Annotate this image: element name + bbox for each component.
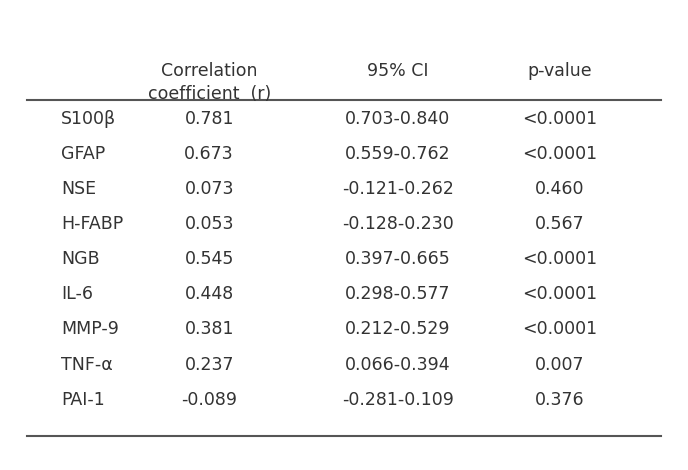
Text: <0.0001: <0.0001	[522, 250, 597, 268]
Text: 0.066-0.394: 0.066-0.394	[345, 355, 451, 374]
Text: 0.397-0.665: 0.397-0.665	[345, 250, 451, 268]
Text: 0.212-0.529: 0.212-0.529	[345, 321, 451, 338]
Text: NGB: NGB	[61, 250, 100, 268]
Text: 0.567: 0.567	[535, 215, 585, 233]
Text: 0.376: 0.376	[535, 391, 585, 408]
Text: 0.673: 0.673	[184, 145, 234, 163]
Text: <0.0001: <0.0001	[522, 145, 597, 163]
Text: IL-6: IL-6	[61, 285, 93, 303]
Text: -0.089: -0.089	[181, 391, 237, 408]
Text: -0.121-0.262: -0.121-0.262	[342, 180, 454, 198]
Text: 0.448: 0.448	[184, 285, 234, 303]
Text: <0.0001: <0.0001	[522, 321, 597, 338]
Text: Correlation
coefficient  (r): Correlation coefficient (r)	[147, 62, 271, 103]
Text: MMP-9: MMP-9	[61, 321, 119, 338]
Text: -0.128-0.230: -0.128-0.230	[342, 215, 454, 233]
Text: 0.237: 0.237	[184, 355, 234, 374]
Text: 0.703-0.840: 0.703-0.840	[345, 110, 451, 128]
Text: 95% CI: 95% CI	[367, 62, 429, 80]
Text: <0.0001: <0.0001	[522, 285, 597, 303]
Text: 0.007: 0.007	[535, 355, 585, 374]
Text: TNF-α: TNF-α	[61, 355, 113, 374]
Text: 0.298-0.577: 0.298-0.577	[345, 285, 451, 303]
Text: p-value: p-value	[528, 62, 592, 80]
Text: 0.559-0.762: 0.559-0.762	[345, 145, 451, 163]
Text: 0.073: 0.073	[184, 180, 234, 198]
Text: -0.281-0.109: -0.281-0.109	[342, 391, 454, 408]
Text: 0.460: 0.460	[535, 180, 585, 198]
Text: PAI-1: PAI-1	[61, 391, 105, 408]
Text: 0.053: 0.053	[184, 215, 234, 233]
Text: 0.545: 0.545	[184, 250, 234, 268]
Text: NSE: NSE	[61, 180, 96, 198]
Text: <0.0001: <0.0001	[522, 110, 597, 128]
Text: H-FABP: H-FABP	[61, 215, 123, 233]
Text: 0.381: 0.381	[184, 321, 234, 338]
Text: 0.781: 0.781	[184, 110, 234, 128]
Text: S100β: S100β	[61, 110, 116, 128]
Text: GFAP: GFAP	[61, 145, 105, 163]
